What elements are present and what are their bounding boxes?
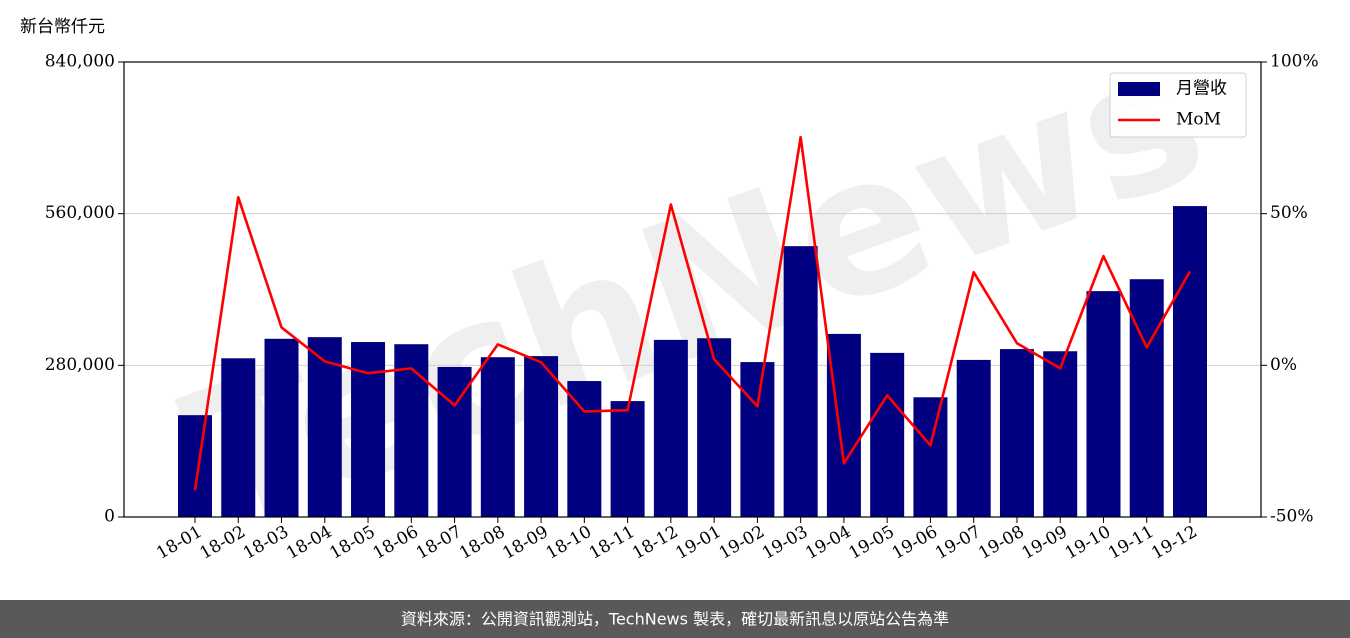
x-tick-label: 19-08 — [975, 522, 1027, 564]
x-tick-label: 19-03 — [759, 522, 811, 564]
y2-tick-label: 50% — [1270, 203, 1308, 223]
y-axis-title: 新台幣仟元 — [20, 17, 105, 37]
y-tick-label: 0 — [104, 507, 115, 527]
x-tick-label: 18-11 — [586, 522, 638, 564]
x-tick-label: 18-09 — [499, 522, 551, 564]
legend-label: MoM — [1176, 110, 1221, 130]
y2-tick-label: 0% — [1270, 355, 1297, 375]
footer-bar — [0, 600, 1350, 638]
plot-frame — [123, 61, 1262, 518]
x-tick-label: 19-10 — [1062, 522, 1114, 564]
bar — [394, 344, 429, 517]
x-tick-label: 19-09 — [1019, 522, 1071, 564]
bar — [913, 397, 948, 517]
x-tick-label: 19-04 — [802, 522, 854, 564]
bar — [1043, 351, 1078, 517]
bar — [264, 338, 299, 517]
bar — [567, 381, 602, 517]
x-tick-label: 18-01 — [153, 522, 205, 564]
x-tick-label: 18-12 — [629, 522, 681, 564]
bar — [610, 401, 645, 517]
y-tick-label: 280,000 — [45, 355, 115, 375]
bar — [740, 362, 775, 517]
bar — [351, 342, 386, 517]
y-tick-label: 840,000 — [45, 52, 115, 72]
x-tick-label: 19-12 — [1148, 522, 1200, 564]
x-tick-label: 18-06 — [370, 522, 422, 564]
legend-label: 月營收 — [1176, 79, 1227, 99]
bar — [653, 339, 688, 517]
x-tick-label: 19-05 — [845, 522, 897, 564]
bar — [1129, 279, 1164, 517]
x-tick-label: 19-01 — [672, 522, 724, 564]
bar — [1086, 291, 1121, 517]
bar — [956, 359, 991, 517]
bar — [783, 246, 818, 517]
bar — [1173, 206, 1207, 518]
bar — [697, 338, 732, 517]
footer: 資料來源：公開資訊觀測站，TechNews 製表，確切最新訊息以原站公告為準 — [401, 610, 949, 629]
bar — [437, 366, 472, 517]
x-tick-label: 18-07 — [413, 522, 465, 564]
y2-tick-label: -50% — [1270, 507, 1314, 527]
y2-tick-label: 100% — [1270, 52, 1319, 72]
x-tick-label: 18-08 — [456, 522, 508, 564]
bar — [999, 349, 1034, 517]
bar — [221, 358, 256, 517]
x-tick-label: 18-10 — [543, 522, 595, 564]
line — [193, 135, 1192, 491]
x-tick-label: 19-07 — [932, 522, 984, 564]
bar — [307, 337, 342, 517]
x-tick-label: 19-06 — [889, 522, 941, 564]
x-tick-label: 19-02 — [716, 522, 768, 564]
legend-swatch — [1118, 82, 1160, 96]
y-tick-label: 560,000 — [45, 203, 115, 223]
x-tick-label: 19-11 — [1105, 522, 1157, 564]
bar — [480, 357, 515, 517]
bar — [870, 352, 905, 517]
bar — [178, 415, 212, 517]
bar — [524, 356, 559, 517]
bar — [826, 333, 861, 517]
